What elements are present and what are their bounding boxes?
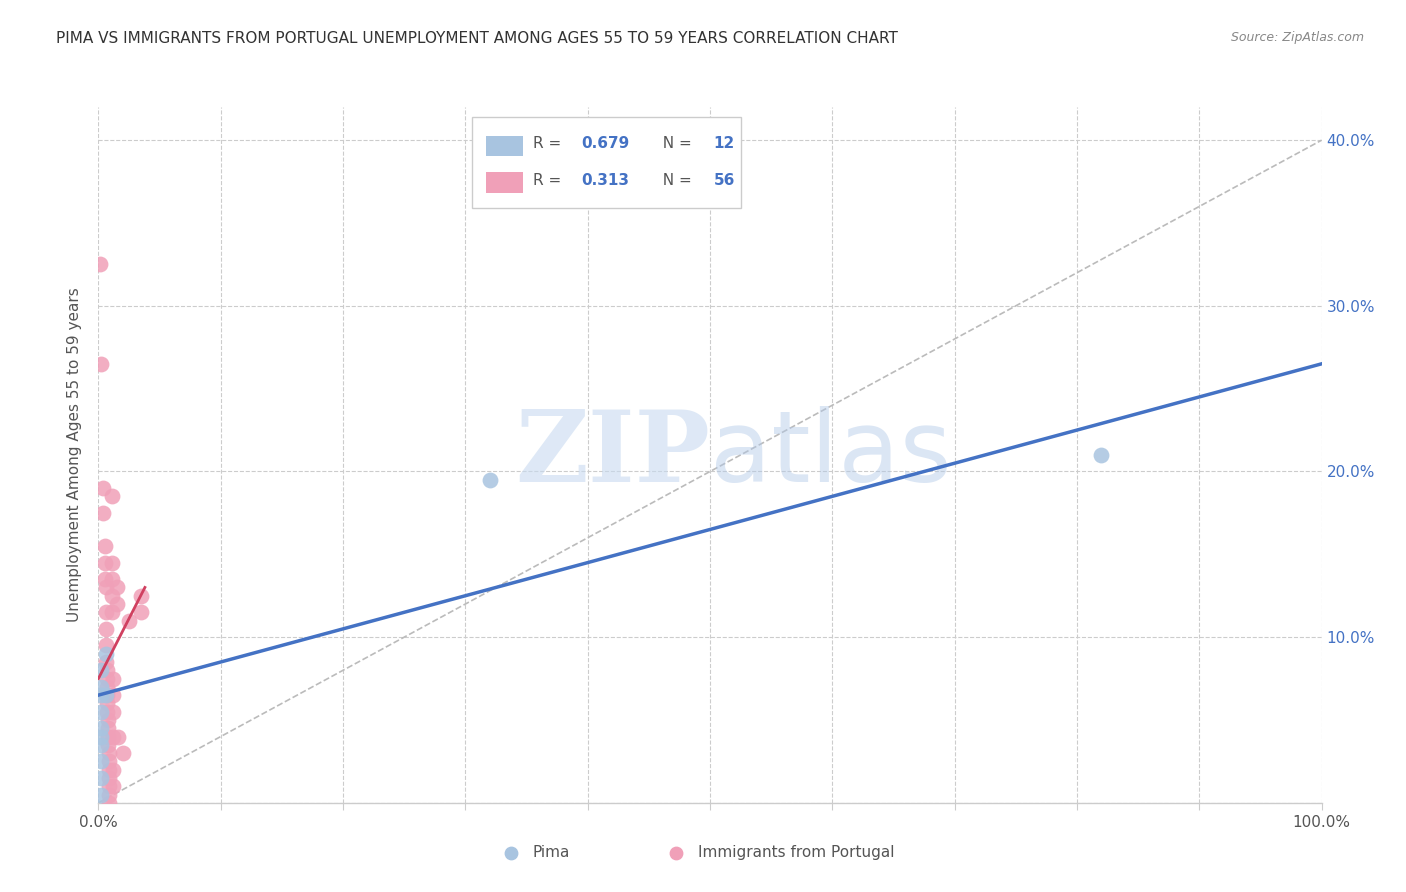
Text: 0.679: 0.679 <box>582 136 630 152</box>
Point <box>101 605 124 619</box>
Point <box>101 556 124 570</box>
Point <box>101 489 124 503</box>
Point <box>105 581 128 595</box>
Point <box>90 738 112 752</box>
Text: 12: 12 <box>714 136 735 152</box>
Point <box>101 705 124 719</box>
Point <box>105 597 128 611</box>
Text: atlas: atlas <box>710 407 952 503</box>
Point <box>101 572 124 586</box>
Point <box>96 697 118 711</box>
Point <box>96 663 118 677</box>
Text: R =: R = <box>533 136 565 152</box>
Point <box>96 688 118 702</box>
Point <box>101 672 124 686</box>
Text: 0.313: 0.313 <box>582 172 630 187</box>
Point <box>90 705 112 719</box>
Point <box>90 663 112 677</box>
Point <box>93 556 115 570</box>
Point <box>94 655 117 669</box>
Point <box>97 713 120 727</box>
FancyBboxPatch shape <box>486 136 523 156</box>
Point <box>101 589 124 603</box>
Point <box>90 721 112 735</box>
Point <box>93 539 115 553</box>
Point <box>98 746 121 760</box>
Point <box>94 581 117 595</box>
Point <box>91 506 114 520</box>
Point <box>90 730 112 744</box>
Point <box>98 796 121 810</box>
Point <box>90 788 112 802</box>
Text: Immigrants from Portugal: Immigrants from Portugal <box>697 846 894 861</box>
Point <box>101 763 124 777</box>
Point <box>97 721 120 735</box>
Point <box>129 605 152 619</box>
Point <box>101 688 124 702</box>
Point <box>98 779 121 793</box>
Point <box>98 771 121 785</box>
Point <box>90 357 112 371</box>
Point <box>94 605 117 619</box>
Text: 56: 56 <box>714 172 735 187</box>
Point <box>90 771 112 785</box>
Point <box>118 614 141 628</box>
FancyBboxPatch shape <box>486 172 523 193</box>
Point <box>1090 448 1112 462</box>
Point <box>90 688 112 702</box>
Text: Source: ZipAtlas.com: Source: ZipAtlas.com <box>1230 31 1364 45</box>
Text: N =: N = <box>652 136 696 152</box>
Point <box>94 688 117 702</box>
Point <box>89 257 111 271</box>
Point <box>97 738 120 752</box>
Text: PIMA VS IMMIGRANTS FROM PORTUGAL UNEMPLOYMENT AMONG AGES 55 TO 59 YEARS CORRELAT: PIMA VS IMMIGRANTS FROM PORTUGAL UNEMPLO… <box>56 31 898 46</box>
Point <box>94 647 117 661</box>
Point <box>107 730 129 744</box>
Point <box>91 481 114 495</box>
Text: R =: R = <box>533 172 565 187</box>
Point <box>101 730 124 744</box>
Point <box>101 779 124 793</box>
Text: N =: N = <box>652 172 696 187</box>
Point <box>90 755 112 769</box>
FancyBboxPatch shape <box>471 118 741 208</box>
Point <box>94 622 117 636</box>
Point <box>90 680 112 694</box>
Point <box>96 680 118 694</box>
Text: ZIP: ZIP <box>515 407 710 503</box>
Point <box>129 589 152 603</box>
Point <box>93 572 115 586</box>
Y-axis label: Unemployment Among Ages 55 to 59 years: Unemployment Among Ages 55 to 59 years <box>66 287 82 623</box>
Point <box>97 730 120 744</box>
Text: Pima: Pima <box>533 846 569 861</box>
Point <box>111 746 134 760</box>
Point <box>94 639 117 653</box>
Point <box>98 763 121 777</box>
Point <box>98 755 121 769</box>
Point <box>96 705 118 719</box>
Point <box>98 788 121 802</box>
Point <box>478 473 501 487</box>
Point <box>96 672 118 686</box>
